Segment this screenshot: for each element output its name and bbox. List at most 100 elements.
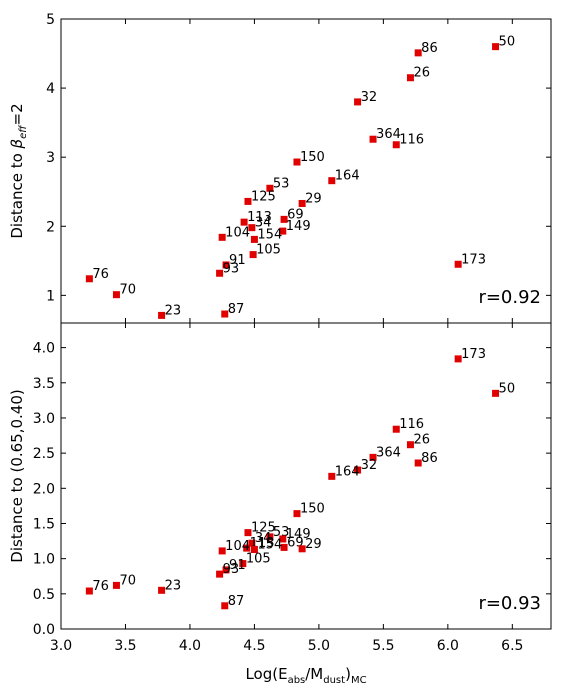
data-point-marker <box>216 269 224 277</box>
correlation-annotation: r=0.93 <box>478 593 541 614</box>
y-tick-label: 4.0 <box>33 341 55 357</box>
data-point-label: 93 <box>223 261 240 276</box>
data-point-label: 26 <box>413 433 430 448</box>
x-axis-title-sub-abs: abs <box>288 675 306 686</box>
data-point-marker <box>354 98 362 106</box>
data-point-label: 154 <box>257 227 282 242</box>
x-axis-title-sub-dust: dust <box>323 675 345 686</box>
data-point-marker <box>243 544 251 552</box>
x-axis-title-close: ) <box>345 665 351 683</box>
data-point-label: 164 <box>335 169 360 184</box>
data-point-label: 105 <box>256 243 281 258</box>
data-point-label: 26 <box>413 66 430 81</box>
lower-panel: 0.0 0.5 1.0 1.5 2.0 2.5 3.0 3.5 4.0 Distance to (… <box>8 322 552 638</box>
data-point-label: 105 <box>246 552 271 567</box>
data-point-label: 70 <box>119 573 136 588</box>
data-point-marker <box>279 535 287 543</box>
data-point-marker <box>244 197 252 205</box>
data-point-label: 23 <box>165 303 182 318</box>
data-point-marker <box>328 177 336 185</box>
data-point-marker <box>414 459 422 467</box>
data-point-marker <box>158 586 166 594</box>
x-axis-title-sub-mc: MC <box>351 675 367 686</box>
data-point-label: 173 <box>461 347 486 362</box>
data-point-marker <box>244 529 252 537</box>
data-point-marker <box>369 453 377 461</box>
y-tick-label: 1.5 <box>33 516 55 532</box>
data-point-label: 23 <box>165 578 182 593</box>
data-point-label: 116 <box>399 133 424 148</box>
x-axis: 3.0 3.5 4.0 4.5 5.0 5.5 6.0 6.5 Log(Eabs/Mdust)M… <box>50 638 524 686</box>
data-point-label: 173 <box>461 252 486 267</box>
data-point-label: 104 <box>225 539 250 554</box>
data-point-label: 76 <box>92 579 109 594</box>
data-point-marker <box>250 235 258 243</box>
data-point-label: 87 <box>228 302 245 317</box>
data-point-label: 149 <box>286 527 311 542</box>
y-axis-title-beta: β <box>8 138 26 149</box>
data-point-label: 91 <box>229 253 246 268</box>
data-point-marker <box>248 539 256 547</box>
x-axis-title-mid: /M <box>305 665 323 683</box>
y-tick-label: 2 <box>46 219 55 235</box>
plot-frame <box>60 18 552 324</box>
data-point-label: 149 <box>286 219 311 234</box>
x-tick-label: 6.5 <box>501 638 523 654</box>
data-point-label: 113 <box>247 210 272 225</box>
y-tick-label: 3.5 <box>33 376 55 392</box>
y-tick-label: 4 <box>46 81 55 97</box>
data-point-marker <box>280 543 288 551</box>
data-point-marker <box>454 260 462 268</box>
y-axis-title-text: Distance to <box>8 148 26 238</box>
data-point-marker <box>266 184 274 192</box>
data-point-marker <box>406 74 414 82</box>
data-point-marker <box>492 43 500 51</box>
data-point-marker <box>250 546 258 554</box>
data-point-label: 50 <box>499 381 516 396</box>
y-tick-label: 1.0 <box>33 552 55 568</box>
x-tick-label: 5.5 <box>372 638 394 654</box>
data-point-marker <box>221 310 229 318</box>
y-axis-title-subscript: eff <box>18 124 29 139</box>
data-point-label: 91 <box>229 558 246 573</box>
data-point-label: 364 <box>376 127 401 142</box>
x-tick-label: 6.0 <box>437 638 459 654</box>
correlation-annotation: r=0.92 <box>478 287 541 308</box>
data-point-marker <box>85 587 93 595</box>
data-point-marker <box>248 224 256 232</box>
y-tick-label: 3 <box>46 150 55 166</box>
y-axis-title: Distance to βeff=2 <box>8 103 29 238</box>
data-point-marker <box>392 141 400 149</box>
data-point-label: 125 <box>251 189 276 204</box>
data-point-marker <box>218 233 226 241</box>
x-axis-title: Log(Eabs/Mdust)MC <box>245 665 366 686</box>
data-point-marker <box>85 275 93 283</box>
data-point-marker <box>328 472 336 480</box>
data-point-marker <box>293 158 301 166</box>
x-tick-label: 3.5 <box>114 638 136 654</box>
data-point-marker <box>298 199 306 207</box>
data-point-marker <box>492 389 500 397</box>
data-point-label: 34 <box>255 216 272 231</box>
data-point-marker <box>279 227 287 235</box>
data-point-label: 29 <box>305 191 322 206</box>
y-tick-label: 5 <box>46 12 55 28</box>
y-axis-title-text: Distance to (0.65,0.40) <box>8 389 26 562</box>
x-tick-label: 4.0 <box>179 638 201 654</box>
y-tick-label: 3.0 <box>33 411 55 427</box>
x-axis-title-main: Log(E <box>245 665 287 683</box>
data-point-marker <box>158 311 166 319</box>
data-point-marker <box>249 251 257 259</box>
data-point-label: 53 <box>273 176 290 191</box>
data-point-marker <box>218 547 226 555</box>
data-point-marker <box>354 466 362 474</box>
data-point-label: 93 <box>223 562 240 577</box>
data-point-label: 154 <box>257 538 282 553</box>
data-point-label: 164 <box>335 464 360 479</box>
data-point-label: 50 <box>499 35 516 50</box>
data-point-marker <box>266 533 274 541</box>
data-point-marker <box>392 425 400 433</box>
data-point-label: 364 <box>376 445 401 460</box>
data-point-label: 125 <box>251 521 276 536</box>
